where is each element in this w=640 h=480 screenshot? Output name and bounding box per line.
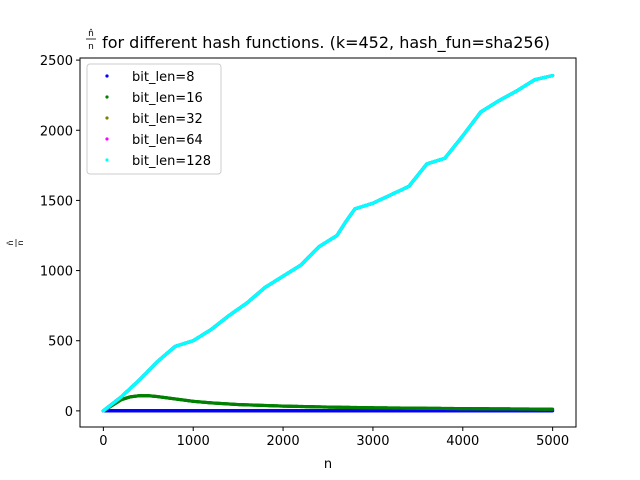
legend: bit_len=8 bit_len=16 bit_len=32 bit_len=64b… [86, 63, 222, 175]
y-axis-label-numerator: n̂ [5, 240, 15, 245]
y-tick-label: 2000 [40, 124, 73, 139]
x-tick-label: 1000 [177, 434, 210, 449]
x-tick-label: 5000 [536, 434, 569, 449]
x-tick-label: 3000 [356, 434, 389, 449]
data-point [551, 407, 555, 411]
legend-marker [105, 95, 109, 99]
title-fraction-denominator: n [88, 42, 94, 52]
y-tick-label: 1500 [40, 194, 73, 209]
data-point [551, 73, 555, 78]
x-tick-label: 2000 [267, 434, 300, 449]
legend-marker [105, 137, 109, 141]
y-tick-label: 0 [65, 405, 73, 420]
title-fraction-numerator: n̂ [88, 28, 94, 39]
chart-title-text: for different hash functions. (k=452, ha… [97, 33, 550, 53]
y-tick-label: 2500 [40, 54, 73, 69]
legend-marker [105, 116, 109, 120]
legend-label: bit_len=8 [132, 70, 194, 85]
x-tick-label: 4000 [446, 434, 479, 449]
legend-label: bit_len=32 [132, 112, 203, 127]
legend-marker [105, 158, 109, 162]
legend-label: bit_len=64 [132, 133, 203, 148]
y-axis-label-denominator: n [16, 240, 25, 245]
x-axis-label: n [324, 457, 332, 472]
legend-marker [105, 74, 109, 78]
legend-label: bit_len=128 [132, 154, 211, 169]
legend-label: bit_len=16 [132, 91, 203, 106]
y-tick-label: 500 [48, 335, 73, 350]
series-layer [101, 73, 555, 413]
chart-title: n̂ n for different hash functions. (k=45… [86, 28, 550, 53]
y-tick-label: 1000 [40, 265, 73, 280]
x-tick-label: 0 [99, 434, 107, 449]
